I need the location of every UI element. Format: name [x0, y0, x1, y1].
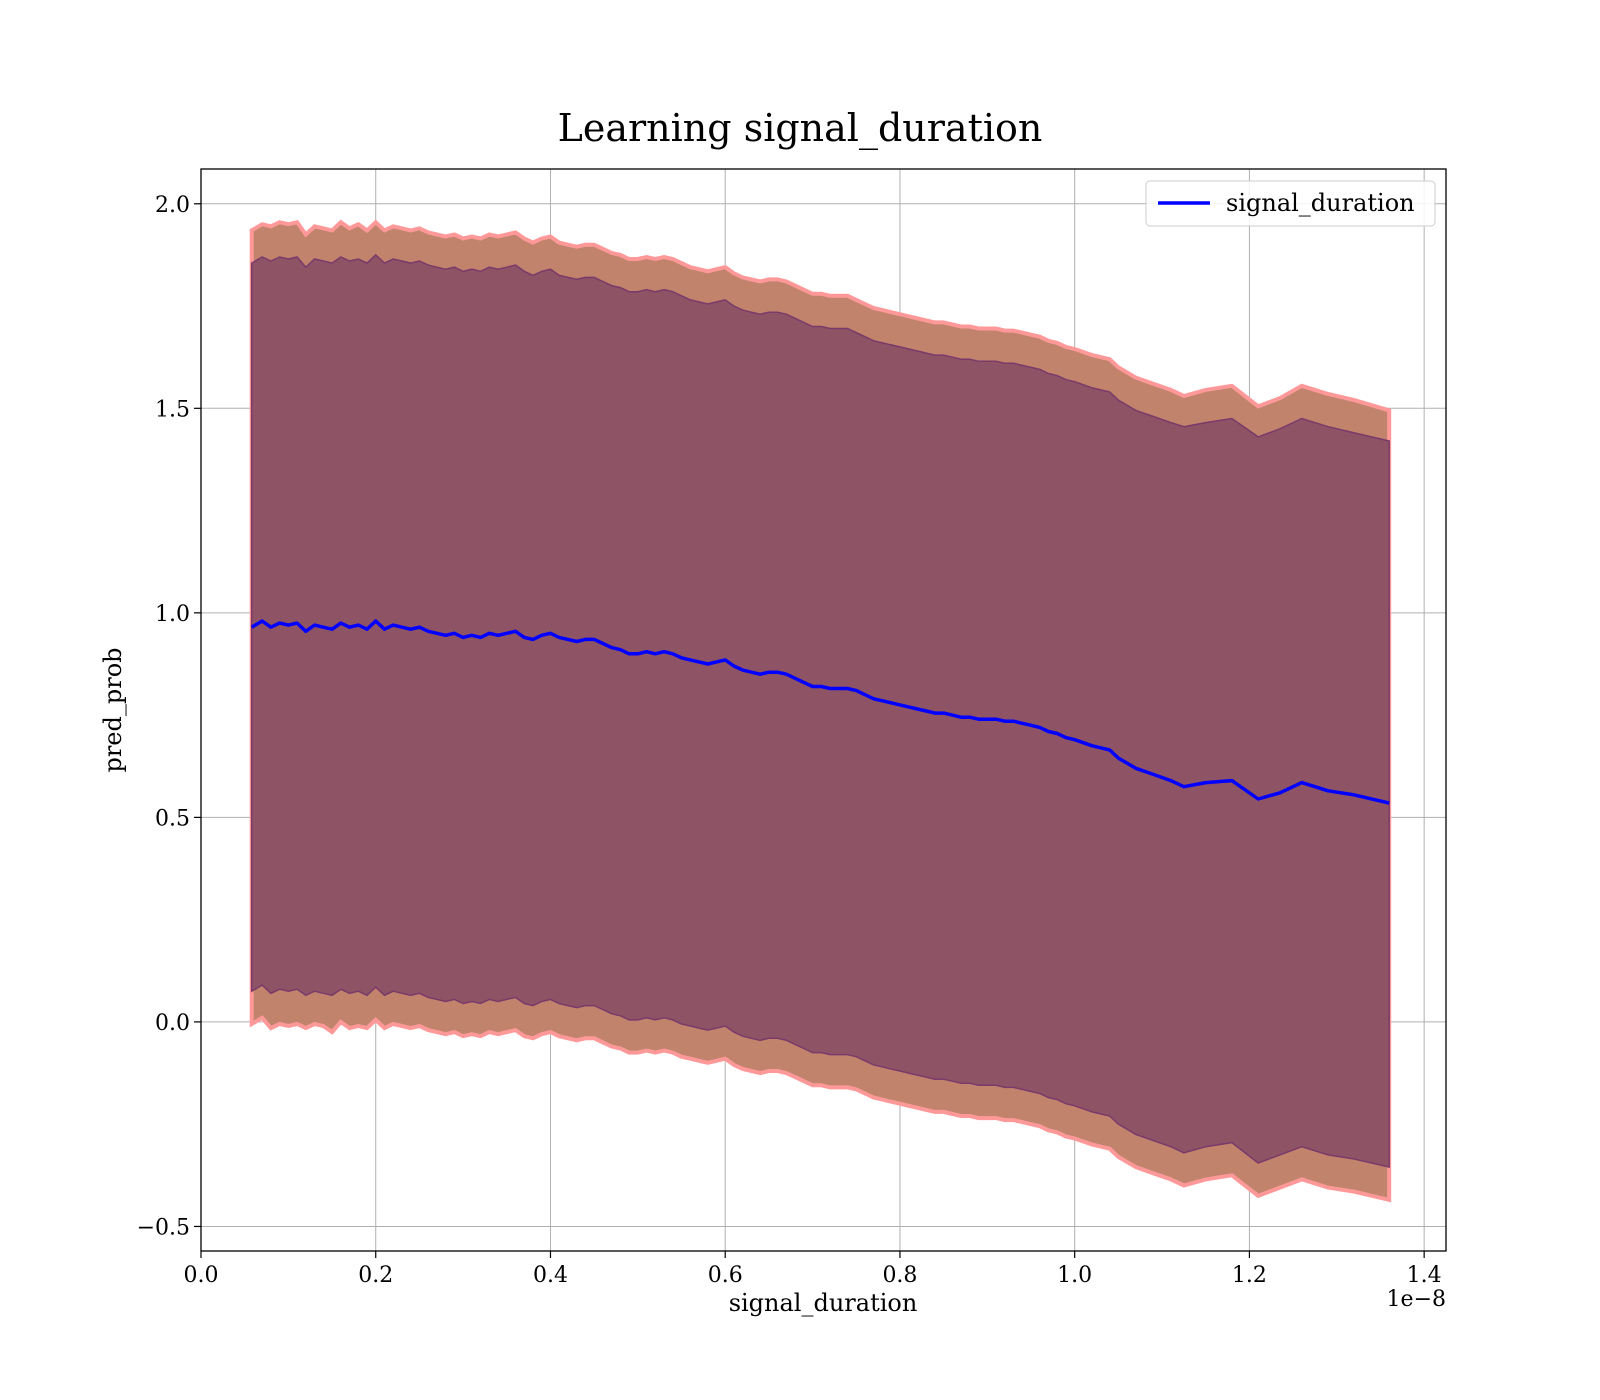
x-tick-label: 0.4 — [533, 1263, 568, 1288]
confidence-band-2 — [250, 253, 1390, 1169]
x-axis-label: signal_duration — [729, 1289, 918, 1317]
legend: signal_duration — [1145, 180, 1436, 227]
y-tick-label: −0.5 — [137, 1215, 190, 1240]
legend-label: signal_duration — [1226, 189, 1415, 217]
series-line-signal_duration — [250, 619, 1390, 805]
x-axis-ticks: 0.0 0.2 0.4 0.6 0.8 1.0 1.2 1.4 — [184, 1251, 1442, 1288]
x-tick-label: 1.0 — [1057, 1263, 1092, 1288]
legend-box — [1145, 180, 1436, 227]
series-lines — [250, 619, 1390, 805]
chart-title: Learning signal_duration — [558, 106, 1043, 151]
x-tick-label: 0.6 — [708, 1263, 743, 1288]
x-tick-label: 0.0 — [184, 1263, 219, 1288]
x-tick-label: 1.4 — [1407, 1263, 1442, 1288]
y-tick-label: 2.0 — [155, 193, 190, 218]
plot-frame — [200, 168, 1447, 1252]
y-tick-label: 0.0 — [155, 1011, 190, 1036]
x-tick-label: 0.8 — [882, 1263, 917, 1288]
y-axis-ticks: −0.5 0.0 0.5 1.0 1.5 2.0 — [137, 193, 201, 1240]
y-tick-label: 1.0 — [155, 602, 190, 627]
y-tick-label: 1.5 — [155, 397, 190, 422]
y-axis-label: pred_prob — [99, 647, 127, 772]
y-tick-label: 0.5 — [155, 806, 190, 831]
confidence-bands — [249, 219, 1392, 1203]
x-axis-offset-text: 1e−8 — [1387, 1287, 1446, 1312]
x-tick-label: 1.2 — [1232, 1263, 1267, 1288]
x-tick-label: 0.2 — [358, 1263, 393, 1288]
